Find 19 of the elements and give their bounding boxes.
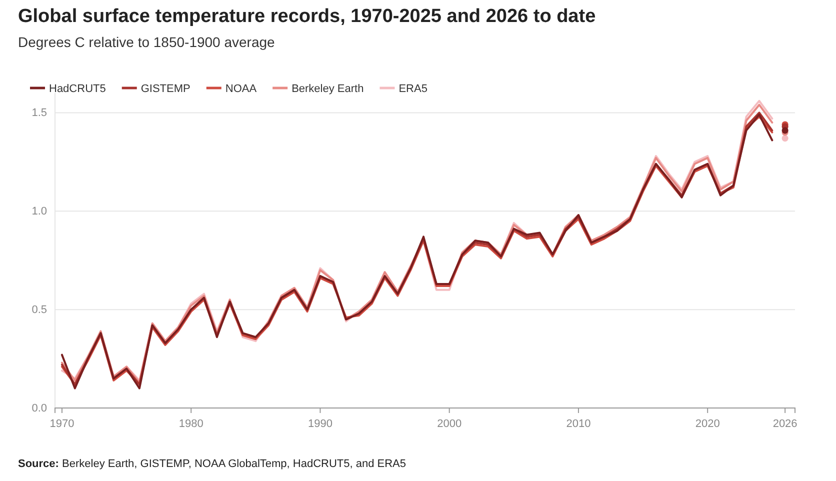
- legend-label: HadCRUT5: [49, 83, 106, 95]
- y-tick-label: 0.5: [32, 304, 47, 316]
- y-tick-label: 1.5: [32, 107, 47, 120]
- x-tick-label: 2026: [772, 418, 798, 430]
- legend-label: Berkeley Earth: [292, 83, 364, 95]
- x-tick-label: 2000: [437, 418, 462, 430]
- y-tick-label: 0.0: [32, 402, 47, 415]
- x-tick-label: 1970: [50, 418, 74, 430]
- legend-label: ERA5: [398, 83, 428, 95]
- x-tick-label: 1980: [178, 418, 204, 430]
- x-tick-label: 2020: [695, 418, 720, 430]
- source-note: Source: Berkeley Earth, GISTEMP, NOAA GlobalTemp, HadCRUT5, and ERA5: [18, 458, 406, 470]
- chart-subtitle: Degrees C relative to 1850-1900 average: [18, 34, 276, 50]
- chart-title: Global surface temperature records, 1970-2025 and 2026 to date: [18, 6, 596, 27]
- y-tick-label: 1.0: [32, 206, 47, 218]
- legend-label: GISTEMP: [140, 83, 190, 95]
- x-tick-label: 2010: [566, 418, 591, 430]
- legend-label: NOAA: [225, 83, 258, 95]
- x-tick-label: 1990: [308, 418, 332, 430]
